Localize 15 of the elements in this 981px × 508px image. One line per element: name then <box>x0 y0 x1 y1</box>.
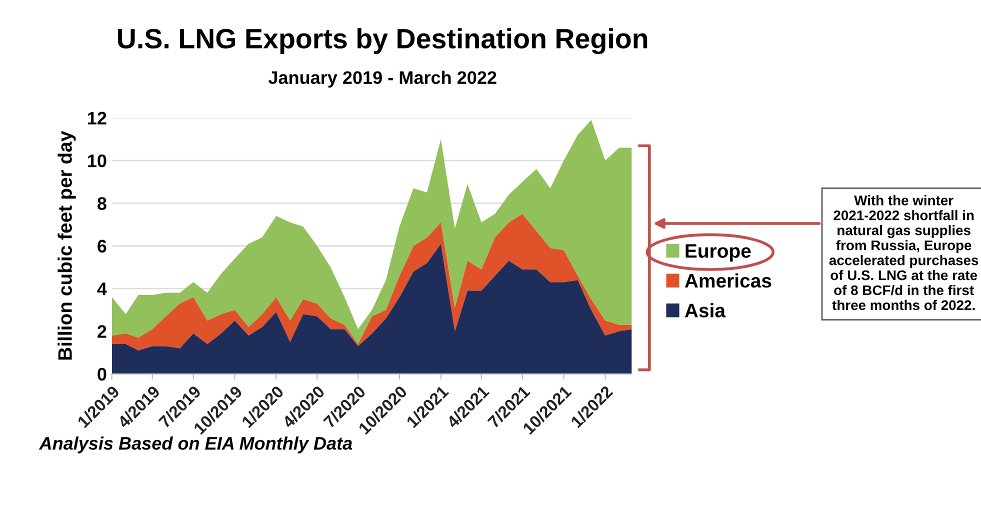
legend-label: Asia <box>684 303 726 318</box>
y-axis-title: Billion cubic feet per day <box>58 130 76 360</box>
y-tick-label: 6 <box>98 240 106 253</box>
y-tick-label: 0 <box>98 368 106 381</box>
legend-label: Europe <box>686 244 751 262</box>
chart-title: U.S. LNG Exports by Destination Region <box>118 28 648 54</box>
y-tick-label: 12 <box>88 112 106 124</box>
legend-label: Americas <box>684 273 772 288</box>
text: Analysis Based on EIA Monthly Data <box>38 436 352 454</box>
y-tick-label: 2 <box>98 325 106 338</box>
y-tick-label: 10 <box>88 154 106 168</box>
y-tick-label: 8 <box>98 197 106 210</box>
text: With the winter 2021-2022 shortfall in natural gas supplies from Russia, Europe accelerated purchases of U.S. LNG at the rate of 8 BCF/d in the first three months of 2022. <box>829 195 978 310</box>
y-tick-label: 4 <box>97 282 107 296</box>
chart-subtitle: January 2019 - March 2022 <box>268 70 496 88</box>
